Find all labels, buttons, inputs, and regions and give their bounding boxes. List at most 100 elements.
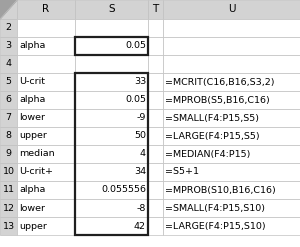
Bar xyxy=(17,91,75,109)
Bar xyxy=(17,37,75,55)
Bar xyxy=(163,55,300,73)
Bar xyxy=(0,19,17,37)
Text: 4: 4 xyxy=(140,149,146,159)
Bar xyxy=(17,127,75,145)
Bar xyxy=(75,163,148,181)
Text: 5: 5 xyxy=(5,78,11,86)
Text: 6: 6 xyxy=(5,96,11,104)
Text: U-crit: U-crit xyxy=(19,78,45,86)
Bar xyxy=(75,73,148,235)
Text: lower: lower xyxy=(19,114,45,123)
Text: 9: 9 xyxy=(5,149,11,159)
Bar xyxy=(0,127,17,145)
Bar xyxy=(163,0,300,19)
Bar xyxy=(75,0,148,19)
Text: U: U xyxy=(228,4,235,15)
Bar xyxy=(148,181,163,199)
Bar xyxy=(0,145,17,163)
Bar xyxy=(148,73,163,91)
Text: S: S xyxy=(108,4,115,15)
Bar xyxy=(0,73,17,91)
Text: median: median xyxy=(19,149,55,159)
Text: 4: 4 xyxy=(5,60,11,68)
Text: 10: 10 xyxy=(2,167,14,177)
Bar xyxy=(148,127,163,145)
Bar xyxy=(148,109,163,127)
Text: =MPROB(S5,B16,C16): =MPROB(S5,B16,C16) xyxy=(165,96,270,104)
Bar xyxy=(0,0,17,19)
Bar xyxy=(75,73,148,91)
Bar xyxy=(75,109,148,127)
Text: 0.05: 0.05 xyxy=(125,96,146,104)
Bar xyxy=(148,91,163,109)
Bar xyxy=(163,19,300,37)
Text: 50: 50 xyxy=(134,131,146,141)
Bar xyxy=(0,181,17,199)
Bar xyxy=(0,217,17,235)
Text: =SMALL(F4:P15,S10): =SMALL(F4:P15,S10) xyxy=(165,204,265,212)
Bar xyxy=(0,199,17,217)
Bar xyxy=(0,55,17,73)
Text: U-crit+: U-crit+ xyxy=(19,167,53,177)
Bar xyxy=(148,163,163,181)
Text: =SMALL(F4:P15,S5): =SMALL(F4:P15,S5) xyxy=(165,114,259,123)
Bar xyxy=(17,163,75,181)
Bar xyxy=(0,37,17,55)
Bar xyxy=(17,19,75,37)
Bar xyxy=(17,109,75,127)
Bar xyxy=(17,181,75,199)
Text: 11: 11 xyxy=(2,185,14,194)
Text: -8: -8 xyxy=(136,204,146,212)
Bar xyxy=(75,145,148,163)
Text: =S5+1: =S5+1 xyxy=(165,167,199,177)
Bar xyxy=(75,127,148,145)
Text: =MEDIAN(F4:P15): =MEDIAN(F4:P15) xyxy=(165,149,250,159)
Bar xyxy=(17,73,75,91)
Bar xyxy=(148,37,163,55)
Text: -9: -9 xyxy=(136,114,146,123)
Text: 12: 12 xyxy=(2,204,14,212)
Bar xyxy=(0,163,17,181)
Text: 13: 13 xyxy=(2,222,15,230)
Bar xyxy=(163,217,300,235)
Text: =LARGE(F4:P15,S10): =LARGE(F4:P15,S10) xyxy=(165,222,266,230)
Text: 42: 42 xyxy=(134,222,146,230)
Bar xyxy=(17,199,75,217)
Bar xyxy=(163,109,300,127)
Text: R: R xyxy=(42,4,50,15)
Text: alpha: alpha xyxy=(19,185,45,194)
Text: 7: 7 xyxy=(5,114,11,123)
Text: alpha: alpha xyxy=(19,41,45,50)
Bar xyxy=(17,217,75,235)
Polygon shape xyxy=(0,0,17,19)
Text: =LARGE(F4:P15,S5): =LARGE(F4:P15,S5) xyxy=(165,131,260,141)
Bar xyxy=(163,145,300,163)
Bar xyxy=(163,127,300,145)
Bar xyxy=(17,55,75,73)
Bar xyxy=(75,55,148,73)
Bar xyxy=(75,217,148,235)
Bar xyxy=(75,91,148,109)
Text: =MPROB(S10,B16,C16): =MPROB(S10,B16,C16) xyxy=(165,185,276,194)
Bar xyxy=(17,145,75,163)
Bar xyxy=(148,0,163,19)
Bar xyxy=(0,109,17,127)
Bar xyxy=(148,19,163,37)
Text: upper: upper xyxy=(19,131,47,141)
Text: =MCRIT(C16,B16,S3,2): =MCRIT(C16,B16,S3,2) xyxy=(165,78,274,86)
Text: 0.05: 0.05 xyxy=(125,41,146,50)
Bar xyxy=(163,163,300,181)
Bar xyxy=(148,145,163,163)
Bar xyxy=(75,181,148,199)
Bar xyxy=(17,0,75,19)
Bar xyxy=(0,91,17,109)
Text: T: T xyxy=(152,4,159,15)
Bar xyxy=(75,37,148,55)
Text: 3: 3 xyxy=(5,41,12,50)
Bar xyxy=(148,55,163,73)
Text: 2: 2 xyxy=(5,23,11,33)
Bar xyxy=(75,37,148,55)
Bar xyxy=(163,91,300,109)
Bar xyxy=(148,217,163,235)
Text: 33: 33 xyxy=(134,78,146,86)
